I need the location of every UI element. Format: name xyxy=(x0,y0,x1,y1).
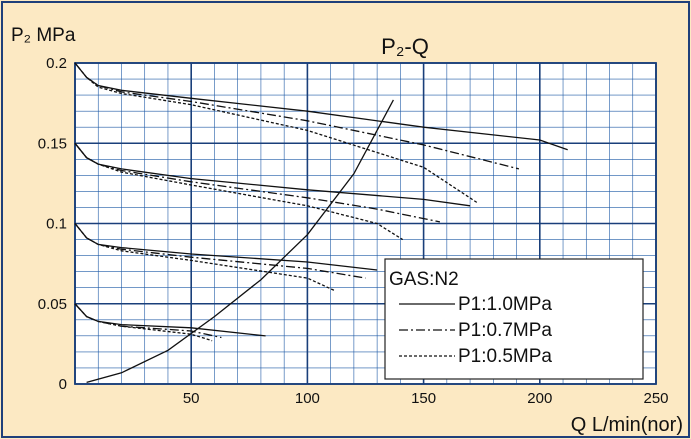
x-tick-label: 250 xyxy=(643,390,668,407)
chart-svg: P₂-Q P₂ MPa Q L/min(nor) 50 100 150 200 250 0… xyxy=(11,25,683,436)
curve-0.05-solid xyxy=(74,303,266,337)
tick-labels: 50 100 150 200 250 0.2 0.15 0.1 0.05 0 xyxy=(38,55,669,407)
legend-label: P1:0.5MPa xyxy=(458,346,552,367)
legend-box xyxy=(384,258,644,380)
legend-label: P1:0.7MPa xyxy=(458,320,552,341)
y-tick-label: 0.1 xyxy=(46,216,67,233)
curve-0.1-dashdot xyxy=(74,223,366,279)
x-tick-label: 50 xyxy=(183,390,200,407)
x-tick-label: 200 xyxy=(527,390,552,407)
y-tick-label: 0 xyxy=(59,376,67,393)
legend: GAS:N2 P1:1.0MPa P1:0.7MPa P1:0.5MPa xyxy=(384,258,644,380)
y-tick-label: 0.2 xyxy=(46,55,67,72)
chart-title: P₂-Q xyxy=(381,34,429,59)
curve-0.05-dotted xyxy=(74,303,213,342)
legend-title: GAS:N2 xyxy=(389,269,459,290)
curve-0.2-dotted xyxy=(74,62,478,204)
x-tick-label: 150 xyxy=(411,390,436,407)
curve-0.15-dotted xyxy=(74,142,404,241)
legend-label: P1:1.0MPa xyxy=(458,294,552,315)
x-tick-label: 100 xyxy=(295,390,320,407)
x-axis-label: Q L/min(nor) xyxy=(571,414,683,436)
curves xyxy=(74,62,568,384)
curve-0.1-dotted xyxy=(74,223,336,292)
y-tick-label: 0.15 xyxy=(38,135,67,152)
y-tick-label: 0.05 xyxy=(38,296,67,313)
y-axis-label: P₂ MPa xyxy=(11,25,76,46)
curve-critical-solid xyxy=(86,99,394,384)
